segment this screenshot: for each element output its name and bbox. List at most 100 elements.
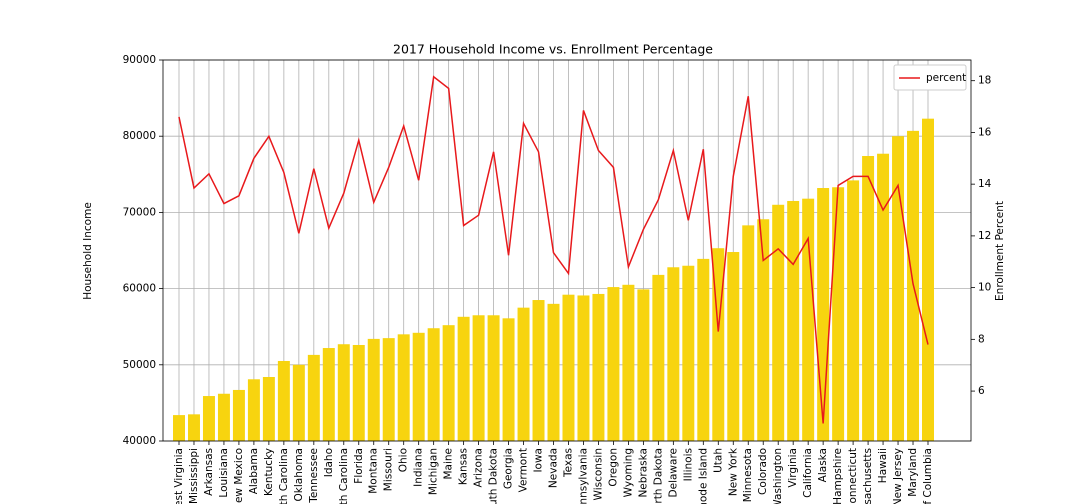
bar	[832, 187, 845, 441]
bar	[682, 265, 695, 441]
x-tick-label: New Mexico	[233, 448, 245, 504]
x-tick-label: Hawaii	[877, 448, 889, 483]
x-tick-label: Nebraska	[637, 448, 649, 498]
bar	[247, 379, 260, 441]
y-tick-label: 80000	[123, 130, 156, 142]
x-tick-label: Wyoming	[622, 448, 634, 497]
bar	[637, 289, 650, 441]
x-tick-label: Oklahoma	[293, 448, 305, 501]
y-tick-label: 90000	[123, 54, 156, 66]
x-tick-label: Oregon	[607, 448, 619, 487]
x-tick-label: Illinois	[682, 448, 694, 481]
x-tick-label: Vermont	[518, 448, 530, 492]
y2-axis-label: Enrollment Percent	[994, 201, 1006, 301]
x-tick-label: New York	[727, 447, 739, 496]
x-tick-label: District of Columbia	[922, 448, 934, 504]
x-tick-label: Alabama	[248, 448, 260, 494]
x-tick-label: Florida	[353, 448, 365, 484]
y2-tick-label: 10	[978, 282, 991, 294]
x-tick-label: Maine	[443, 448, 455, 480]
bar	[577, 295, 590, 441]
bar	[727, 252, 740, 441]
plot-frame	[162, 59, 972, 442]
x-tick-label: Montana	[368, 448, 380, 494]
bar	[607, 287, 620, 441]
bar	[562, 294, 575, 441]
bar	[187, 414, 200, 441]
bar	[877, 153, 890, 441]
x-tick-label: Georgia	[503, 448, 515, 489]
bar	[922, 118, 934, 441]
bar	[262, 376, 275, 441]
bar	[457, 316, 470, 441]
x-tick-label: Alaska	[817, 448, 829, 482]
bar	[847, 180, 860, 441]
bar	[352, 344, 365, 441]
bar	[277, 360, 290, 441]
x-tick-label: Louisiana	[218, 448, 230, 498]
x-tick-label: Iowa	[533, 448, 545, 473]
y-tick-label: 50000	[123, 359, 156, 371]
x-tick-label: Texas	[562, 448, 574, 478]
bar	[517, 307, 530, 441]
bar	[592, 293, 605, 441]
x-tick-label: Pennsylvania	[577, 448, 589, 504]
x-tick-label: Arizona	[473, 448, 485, 487]
bar	[667, 267, 680, 441]
x-tick-label: Colorado	[757, 448, 769, 495]
bar	[232, 389, 245, 441]
x-tick-label: Rhode Island	[697, 448, 709, 504]
chart-title: 2017 Household Income vs. Enrollment Per…	[393, 42, 713, 57]
x-tick-label: Washington	[772, 448, 784, 504]
x-tick-label: Maryland	[907, 448, 919, 497]
bar	[757, 219, 770, 441]
bar	[652, 274, 665, 441]
bar	[202, 396, 215, 441]
bar	[862, 156, 875, 441]
bar	[742, 225, 755, 441]
bar	[487, 315, 500, 441]
bar	[442, 325, 455, 441]
y2-tick-label: 8	[978, 333, 985, 345]
x-tick-label: Arkansas	[203, 448, 215, 496]
x-tick-label: Nevada	[548, 448, 560, 488]
bar	[622, 284, 635, 441]
x-tick-label: New Jersey	[892, 448, 904, 504]
x-tick-label: South Dakota	[488, 448, 500, 504]
x-tick-label: Mississippi	[188, 448, 200, 504]
bar	[502, 318, 515, 441]
x-tick-label: Utah	[712, 448, 724, 473]
bar	[532, 300, 545, 441]
bar	[337, 344, 350, 441]
bar	[892, 136, 905, 441]
x-tick-label: Kentucky	[263, 448, 275, 496]
x-tick-label: Missouri	[383, 448, 395, 491]
bar	[547, 303, 560, 441]
bar	[173, 415, 185, 441]
legend-label: percent	[926, 72, 966, 84]
y2-tick-label: 14	[978, 178, 992, 190]
bar	[772, 204, 785, 441]
line	[178, 75, 929, 424]
bar	[367, 338, 380, 441]
bar	[817, 188, 830, 441]
bar	[307, 354, 320, 441]
bar	[322, 348, 335, 441]
bar	[712, 248, 725, 441]
x-tick-label: Indiana	[413, 448, 425, 487]
y2-tick-label: 12	[978, 230, 991, 242]
x-tick-label: Wisconsin	[592, 448, 604, 500]
y2-tick-label: 6	[978, 385, 985, 397]
bar	[217, 393, 230, 441]
x-tick-label: West Virginia	[173, 448, 185, 504]
x-tick-label: North Carolina	[338, 448, 350, 504]
bar	[397, 334, 410, 441]
bar	[787, 200, 800, 441]
y2-tick-label: 18	[978, 75, 991, 87]
x-tick-label: Minnesota	[742, 448, 754, 502]
x-tick-label: New Hampshire	[832, 448, 844, 504]
bar	[427, 328, 440, 441]
x-tick-label: North Dakota	[652, 448, 664, 504]
x-tick-label: Virginia	[787, 448, 799, 488]
